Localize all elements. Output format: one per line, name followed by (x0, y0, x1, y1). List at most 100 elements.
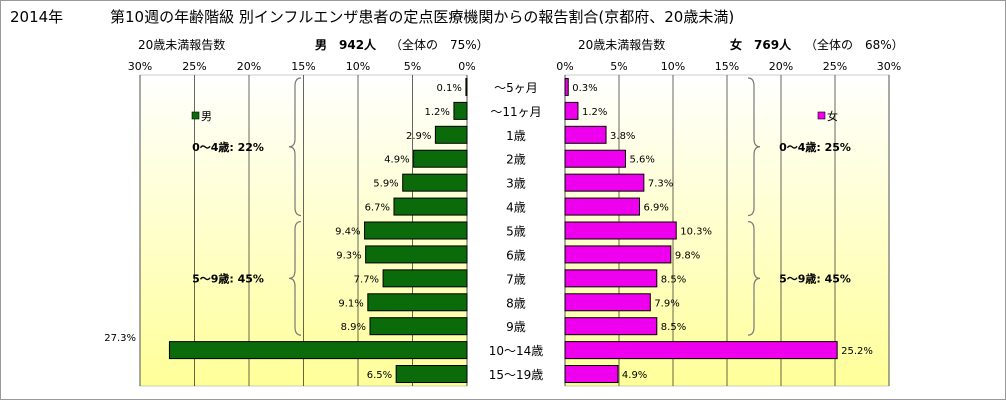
male-value-label: 5.9% (373, 179, 398, 190)
female-bar (564, 245, 672, 264)
female-bar (564, 197, 641, 216)
male-bar (393, 197, 468, 216)
male-value-label: 0.1% (437, 83, 462, 94)
female-bar (564, 149, 626, 168)
male-group-label: 0～4歳: 22% (192, 140, 264, 154)
category-label: 7歳 (506, 272, 526, 286)
category-label: ～11ヶ月 (490, 105, 541, 119)
female-value-label: 7.3% (648, 179, 673, 190)
female-value-label: 8.5% (661, 274, 686, 285)
male-value-label: 1.2% (425, 107, 450, 118)
male-total-label: 男 942人 (315, 38, 377, 52)
female-bar (564, 77, 569, 96)
category-label: 3歳 (506, 177, 526, 191)
female-tick-label: 30% (877, 60, 901, 73)
title-year: 2014年 (10, 8, 64, 26)
male-group-label: 5～9歳: 45% (192, 271, 264, 285)
male-bar (365, 245, 468, 264)
female-value-label: 5.6% (629, 155, 654, 166)
male-count-label: 20歳未満報告数 (138, 38, 226, 52)
male-legend-swatch (191, 111, 200, 120)
male-tick-label: 30% (128, 60, 152, 73)
male-bar (465, 77, 468, 96)
female-group-label: 5～9歳: 45% (779, 271, 851, 285)
female-value-label: 1.2% (582, 107, 607, 118)
female-bar (564, 365, 619, 384)
male-value-label: 6.7% (365, 203, 390, 214)
female-value-label: 3.8% (610, 131, 635, 142)
category-label: 2歳 (506, 153, 526, 167)
female-bar (564, 125, 607, 144)
male-legend-label: 男 (201, 110, 212, 123)
female-group-brace (747, 220, 761, 336)
male-value-label: 27.3% (104, 333, 136, 344)
male-value-label: 2.9% (406, 131, 431, 142)
page-title: 第10週の年齢階級 別インフルエンザ患者の定点医療機関からの報告割合(京都府、2… (110, 8, 735, 26)
male-share-label: （全体の 75%） (390, 38, 489, 52)
male-value-label: 9.3% (336, 250, 361, 261)
female-tick-label: 0% (556, 60, 573, 73)
male-value-label: 9.1% (338, 298, 363, 309)
female-value-label: 9.8% (675, 250, 700, 261)
male-bar (367, 293, 468, 312)
female-bar (564, 341, 838, 360)
female-value-label: 4.9% (622, 370, 647, 381)
male-tick-label: 5% (404, 60, 421, 73)
category-label: 1歳 (506, 129, 526, 143)
male-tick-label: 0% (458, 60, 475, 73)
male-value-label: 6.5% (367, 370, 392, 381)
male-tick-label: 15% (291, 60, 315, 73)
female-bar (564, 221, 677, 240)
category-label: 8歳 (506, 296, 526, 310)
male-bar (395, 365, 468, 384)
female-bar (564, 101, 579, 120)
female-bar (564, 173, 645, 192)
male-value-label: 8.9% (341, 322, 366, 333)
female-value-label: 10.3% (680, 227, 712, 238)
female-tick-label: 25% (823, 60, 847, 73)
category-label: ～5ヶ月 (494, 81, 538, 95)
female-total-label: 女 769人 (730, 38, 792, 52)
female-value-label: 0.3% (572, 83, 597, 94)
female-legend-label: 女 (827, 109, 838, 123)
male-group-brace (288, 220, 302, 336)
female-bar (564, 317, 658, 336)
category-label: 9歳 (506, 320, 526, 334)
female-value-label: 8.5% (661, 322, 686, 333)
female-value-label: 6.9% (644, 203, 669, 214)
female-bar (564, 269, 658, 288)
male-bar (168, 341, 468, 360)
female-bar (564, 293, 651, 312)
female-value-label: 7.9% (654, 298, 679, 309)
female-group-label: 0～4歳: 25% (779, 140, 851, 154)
female-share-label: （全体の 68%） (805, 38, 904, 52)
male-bar (364, 221, 468, 240)
female-tick-label: 20% (769, 60, 793, 73)
female-legend-swatch (817, 111, 826, 120)
male-bar (402, 173, 468, 192)
female-tick-label: 15% (715, 60, 739, 73)
male-bar (453, 101, 468, 120)
male-bar (434, 125, 468, 144)
male-tick-label: 10% (346, 60, 370, 73)
male-bar (369, 317, 468, 336)
male-bar (413, 149, 468, 168)
category-label: 5歳 (506, 225, 526, 239)
male-group-brace (288, 77, 302, 217)
female-count-label: 20歳未満報告数 (578, 38, 666, 52)
male-tick-label: 20% (237, 60, 261, 73)
female-value-label: 25.2% (841, 346, 873, 357)
female-tick-label: 5% (610, 60, 627, 73)
male-tick-label: 25% (182, 60, 206, 73)
category-label: 15～19歳 (489, 368, 544, 382)
male-value-label: 9.4% (335, 227, 360, 238)
male-value-label: 7.7% (354, 274, 379, 285)
female-tick-label: 10% (661, 60, 685, 73)
category-label: 6歳 (506, 248, 526, 262)
category-label: 10～14歳 (489, 344, 544, 358)
female-group-brace (747, 77, 761, 217)
male-bar (382, 269, 468, 288)
male-value-label: 4.9% (384, 155, 409, 166)
category-label: 4歳 (506, 201, 526, 215)
